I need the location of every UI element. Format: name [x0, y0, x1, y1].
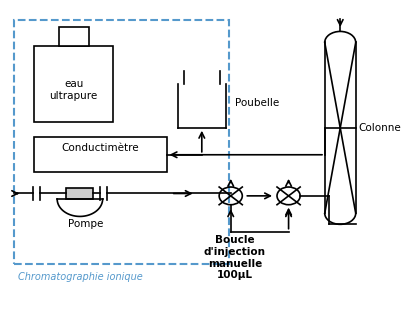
FancyBboxPatch shape — [35, 46, 113, 122]
Text: Pompe: Pompe — [68, 219, 104, 229]
Text: eau
ultrapure: eau ultrapure — [50, 79, 98, 101]
FancyBboxPatch shape — [67, 188, 93, 199]
Text: Conductimètre: Conductimètre — [62, 144, 139, 153]
FancyBboxPatch shape — [59, 27, 89, 46]
FancyBboxPatch shape — [35, 137, 167, 172]
Text: Colonne: Colonne — [359, 123, 401, 133]
Bar — [14, 20, 229, 264]
Text: Poubelle: Poubelle — [235, 98, 279, 108]
Text: Chromatographie ionique: Chromatographie ionique — [18, 271, 143, 281]
Text: Boucle
d'injection
manuelle
100μL: Boucle d'injection manuelle 100μL — [204, 235, 266, 280]
